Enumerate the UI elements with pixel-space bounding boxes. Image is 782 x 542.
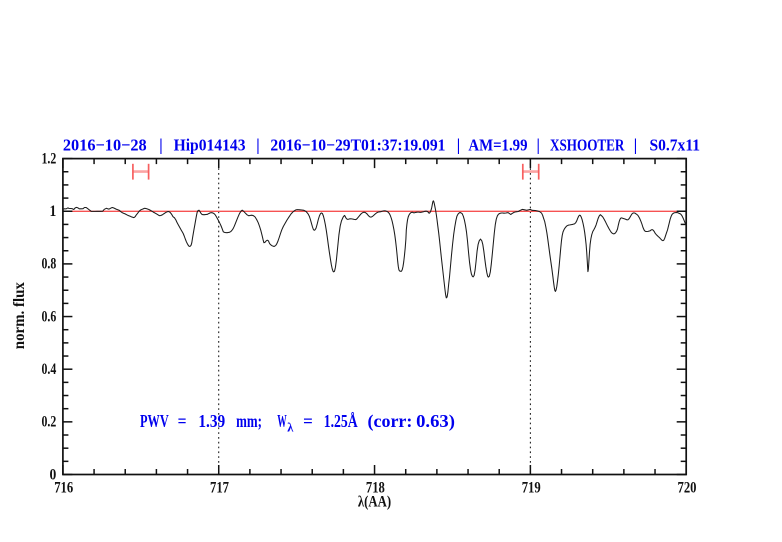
svg-text:0.63): 0.63) (416, 411, 455, 431)
svg-text:0.4: 0.4 (42, 361, 57, 378)
svg-text:Hip014143: Hip014143 (174, 136, 246, 155)
svg-text:1: 1 (50, 203, 57, 220)
svg-text:2016−10−28: 2016−10−28 (63, 136, 147, 155)
svg-text:717: 717 (210, 480, 229, 497)
svg-text:(corr:: (corr: (368, 411, 413, 431)
svg-text:1.39: 1.39 (198, 411, 225, 431)
svg-text:0.2: 0.2 (42, 414, 57, 431)
svg-text:|: | (634, 136, 637, 155)
svg-text:=: = (178, 411, 187, 431)
svg-text:719: 719 (522, 480, 541, 497)
svg-text:720: 720 (678, 480, 697, 497)
svg-text:1.25Å: 1.25Å (324, 411, 358, 431)
svg-text:mm;: mm; (236, 411, 262, 431)
svg-text:norm. flux: norm. flux (11, 282, 28, 349)
svg-text:XSHOOTER: XSHOOTER (550, 136, 625, 155)
svg-text:718: 718 (366, 480, 385, 497)
svg-text:2016−10−29T01:37:19.091: 2016−10−29T01:37:19.091 (270, 136, 445, 155)
svg-text:0.6: 0.6 (42, 308, 57, 325)
svg-text:|: | (537, 136, 540, 155)
svg-text:W: W (277, 411, 287, 431)
svg-text:1.2: 1.2 (42, 150, 57, 167)
svg-text:|: | (256, 136, 259, 155)
svg-text:=: = (303, 411, 313, 431)
svg-text:|: | (159, 136, 162, 155)
svg-text:λ: λ (287, 420, 294, 435)
svg-text:AM=1.99: AM=1.99 (468, 136, 527, 155)
svg-text:0.8: 0.8 (42, 256, 57, 273)
svg-text:S0.7x11: S0.7x11 (650, 136, 701, 155)
svg-text:|: | (457, 136, 460, 155)
svg-text:0: 0 (50, 466, 57, 483)
svg-text:716: 716 (54, 480, 73, 497)
svg-text:PWV: PWV (140, 411, 169, 431)
svg-text:λ(AA): λ(AA) (358, 494, 391, 511)
